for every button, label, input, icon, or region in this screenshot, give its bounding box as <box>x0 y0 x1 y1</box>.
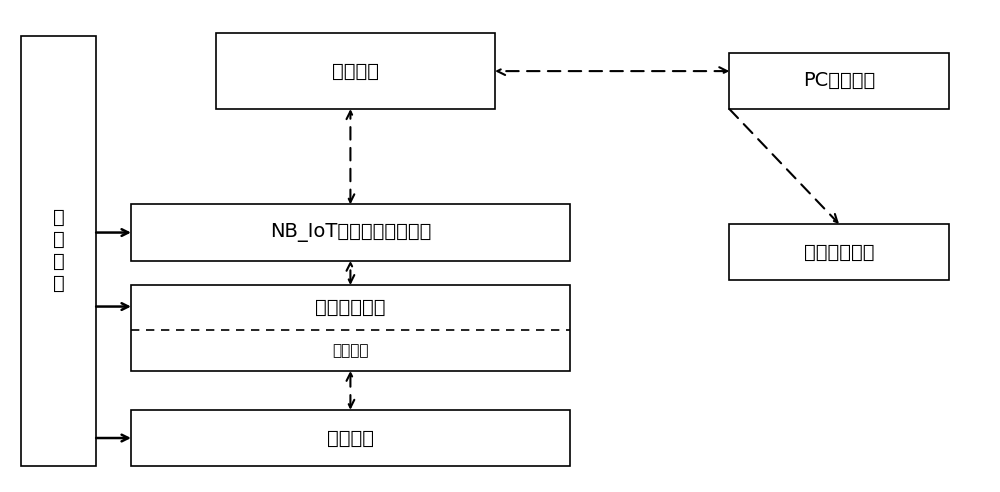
Bar <box>131 204 570 261</box>
Bar <box>216 33 495 109</box>
Text: PC查看终端: PC查看终端 <box>803 71 875 91</box>
Bar <box>21 35 96 466</box>
Text: 采集处理模块: 采集处理模块 <box>315 298 386 317</box>
Bar <box>131 285 570 371</box>
Text: 移动查看终端: 移动查看终端 <box>804 243 874 262</box>
Bar <box>131 410 570 466</box>
Text: 电
源
模
块: 电 源 模 块 <box>53 209 65 293</box>
Text: 显示模块: 显示模块 <box>332 343 369 358</box>
Text: 测量模块: 测量模块 <box>327 429 374 448</box>
Text: 服务器端: 服务器端 <box>332 62 379 81</box>
Bar <box>729 224 949 280</box>
Text: NB_IoT数据远传通讯模块: NB_IoT数据远传通讯模块 <box>270 223 431 242</box>
Bar <box>729 53 949 109</box>
